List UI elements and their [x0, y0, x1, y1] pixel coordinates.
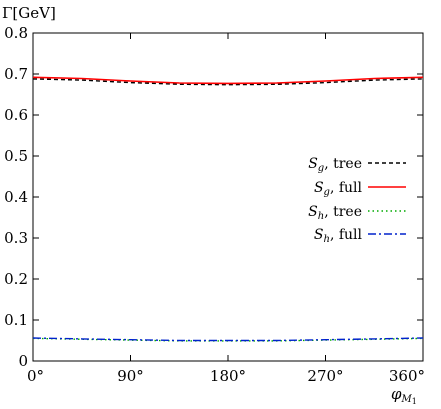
legend-label: Sh, full [314, 227, 363, 245]
y-tick-label: 0.3 [4, 229, 28, 247]
axis-tick-labels: 0 0.1 0.2 0.3 0.4 0.5 0.6 0.7 0.8 0° 90° 180° 270° 36… [4, 24, 425, 385]
y-tick-label: 0.4 [4, 188, 28, 206]
x-tick-label: 0° [27, 367, 44, 385]
y-tick-label: 0.2 [4, 270, 28, 288]
y-tick-label: 0.6 [4, 106, 28, 124]
y-tick-label: 0.7 [4, 65, 28, 83]
x-tick-label: 90° [117, 367, 144, 385]
legend-label: Sg, full [314, 180, 363, 198]
series-line [32, 337, 424, 342]
series-line [32, 76, 424, 85]
legend-label: Sg, tree [308, 156, 362, 174]
axis-ticks [32, 32, 424, 362]
x-tick-label: 180° [210, 367, 246, 385]
y-tick-label: 0.8 [4, 24, 28, 42]
y-axis-label: Γ[GeV] [2, 4, 56, 22]
series-line [32, 78, 424, 86]
plot-frame [32, 32, 424, 362]
x-tick-label: 360° [389, 367, 425, 385]
y-tick-label: 0.5 [4, 147, 28, 165]
legend-label: Sh, tree [308, 204, 362, 222]
x-tick-label: 270° [307, 367, 343, 385]
y-tick-label: 0.1 [4, 311, 28, 329]
legend: Sg, tree Sg, full Sh, tree Sh, full [308, 156, 406, 245]
series-lines [32, 76, 424, 342]
x-axis-label: φM1 [391, 385, 417, 406]
y-tick-label: 0 [18, 352, 28, 370]
